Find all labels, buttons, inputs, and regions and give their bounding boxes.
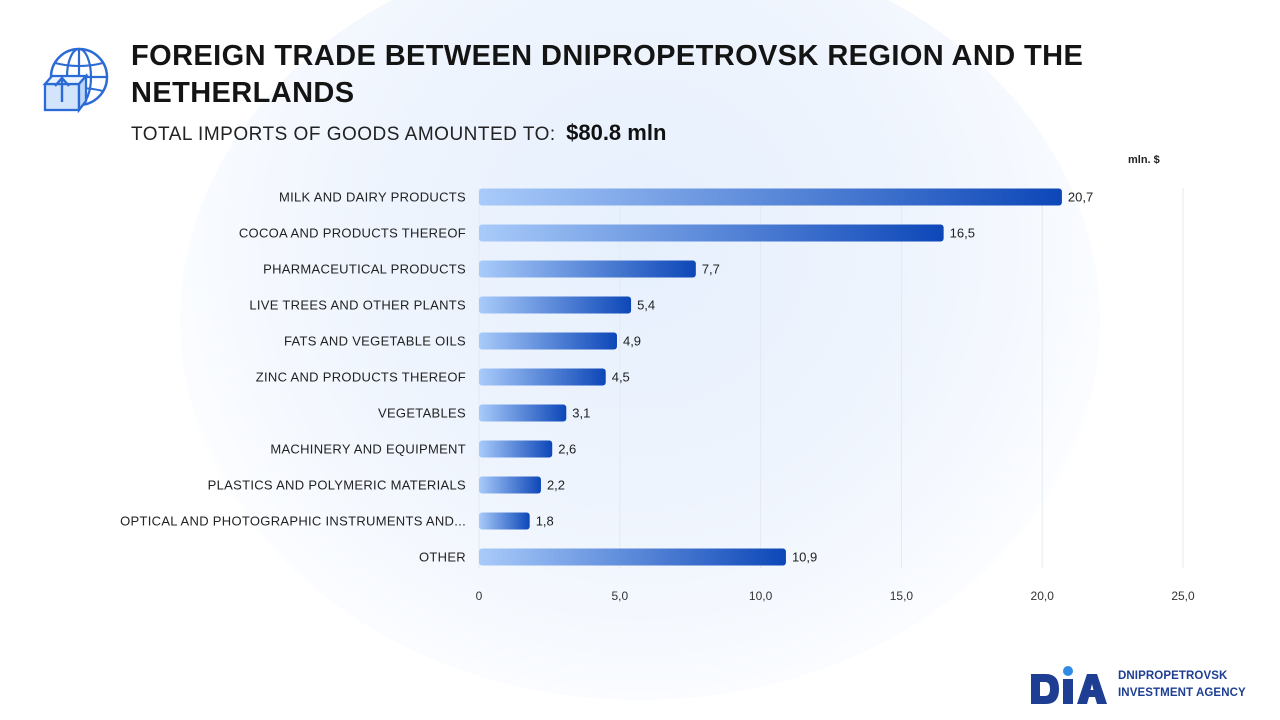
total-imports-value: $80.8 mln <box>566 120 667 145</box>
value-label: 20,7 <box>1068 190 1093 205</box>
category-label: FATS AND VEGETABLE OILS <box>284 334 466 349</box>
bar <box>479 548 786 566</box>
bar <box>479 440 553 458</box>
x-tick-label: 0 <box>476 589 483 603</box>
logo-text: DNIPROPETROVSK INVESTMENT AGENCY <box>1118 668 1248 702</box>
bars <box>479 188 1062 566</box>
category-label: OPTICAL AND PHOTOGRAPHIC INSTRUMENTS AND… <box>120 514 466 529</box>
bar <box>479 296 632 314</box>
bar <box>479 188 1062 206</box>
category-label: MACHINERY AND EQUIPMENT <box>270 442 466 457</box>
value-label: 7,7 <box>702 262 720 277</box>
page-title: FOREIGN TRADE BETWEEN DNIPROPETROVSK REG… <box>131 40 1084 109</box>
bar <box>479 368 606 386</box>
category-label: COCOA AND PRODUCTS THEREOF <box>239 226 466 241</box>
category-label: LIVE TREES AND OTHER PLANTS <box>249 298 466 313</box>
value-label: 5,4 <box>637 298 655 313</box>
value-label: 2,6 <box>558 442 576 457</box>
bar <box>479 512 530 530</box>
x-axis-ticks: 0 5,0 10,0 15,0 20,0 25,0 <box>476 589 1195 603</box>
category-label: MILK AND DAIRY PRODUCTS <box>279 190 466 205</box>
value-label: 4,9 <box>623 334 641 349</box>
subtitle-row: TOTAL IMPORTS OF GOODS AMOUNTED TO: $80.… <box>131 120 666 146</box>
category-label: PLASTICS AND POLYMERIC MATERIALS <box>208 478 466 493</box>
bar <box>479 404 567 422</box>
x-tick-label: 10,0 <box>749 589 773 603</box>
background-glow <box>180 0 1100 700</box>
category-label: OTHER <box>419 550 466 565</box>
bar <box>479 476 541 494</box>
globe-box-upload-icon <box>42 47 109 114</box>
unit-label: mln. $ <box>1128 154 1160 166</box>
value-label: 4,5 <box>612 370 630 385</box>
x-tick-label: 5,0 <box>611 589 628 603</box>
value-label: 3,1 <box>572 406 590 421</box>
category-label: PHARMACEUTICAL PRODUCTS <box>263 262 466 277</box>
logo-line-1: DNIPROPETROVSK <box>1118 670 1228 682</box>
value-label: 10,9 <box>792 550 817 565</box>
value-label: 1,8 <box>536 514 554 529</box>
subtitle: TOTAL IMPORTS OF GOODS AMOUNTED TO: <box>131 124 556 145</box>
x-tick-label: 15,0 <box>890 589 914 603</box>
bar <box>479 260 696 278</box>
x-tick-label: 20,0 <box>1031 589 1055 603</box>
logo-line-2: INVESTMENT AGENCY <box>1118 687 1246 699</box>
value-label: 2,2 <box>547 478 565 493</box>
bar <box>479 224 944 242</box>
dia-logo-mark <box>1031 666 1107 704</box>
dia-logo: DNIPROPETROVSK INVESTMENT AGENCY <box>1030 664 1248 710</box>
bar <box>479 332 617 350</box>
value-label: 16,5 <box>950 226 975 241</box>
category-label: VEGETABLES <box>378 406 466 421</box>
grid-lines <box>478 188 1184 568</box>
value-labels: 20,7 16,5 7,7 5,4 4,9 4,5 3,1 2,6 2,2 1,8 10,9 <box>536 190 1094 565</box>
category-labels: MILK AND DAIRY PRODUCTS COCOA AND PRODUCT… <box>120 190 466 565</box>
category-label: ZINC AND PRODUCTS THEREOF <box>256 370 466 385</box>
x-tick-label: 25,0 <box>1171 589 1195 603</box>
